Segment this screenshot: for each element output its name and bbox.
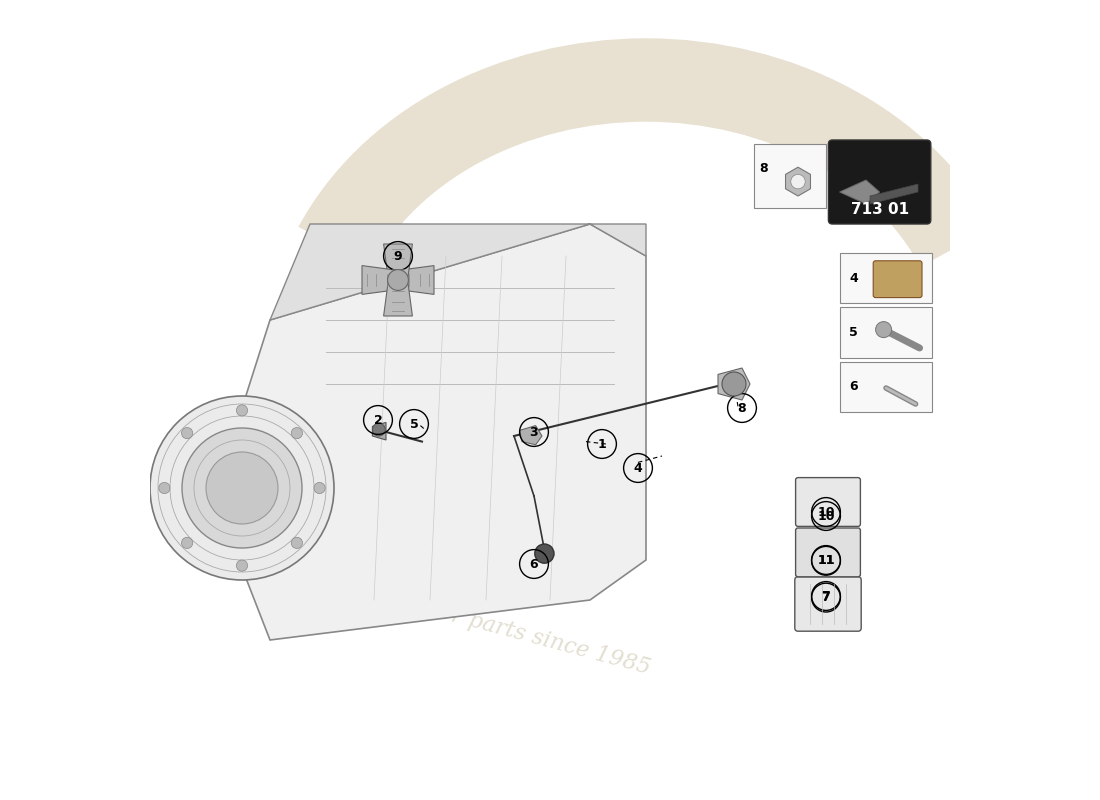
- Circle shape: [535, 544, 554, 563]
- Circle shape: [182, 428, 302, 548]
- Polygon shape: [839, 180, 880, 204]
- Circle shape: [387, 270, 408, 290]
- Text: a passion for parts since 1985: a passion for parts since 1985: [319, 570, 653, 678]
- Circle shape: [236, 405, 248, 416]
- Circle shape: [876, 322, 892, 338]
- Polygon shape: [718, 368, 750, 400]
- Circle shape: [292, 427, 302, 438]
- Text: 11: 11: [817, 554, 835, 567]
- Text: 9: 9: [394, 250, 403, 262]
- Circle shape: [236, 560, 248, 571]
- Text: 1: 1: [597, 438, 606, 450]
- Text: 4: 4: [849, 271, 858, 285]
- Circle shape: [182, 538, 192, 549]
- FancyBboxPatch shape: [795, 577, 861, 631]
- Polygon shape: [373, 422, 386, 440]
- Circle shape: [206, 452, 278, 524]
- Circle shape: [158, 482, 170, 494]
- Text: 10: 10: [817, 510, 835, 522]
- Text: 10: 10: [817, 506, 835, 518]
- Text: 6: 6: [530, 558, 538, 570]
- Polygon shape: [214, 224, 646, 640]
- Text: 8: 8: [738, 402, 746, 414]
- Bar: [839, 362, 932, 412]
- Text: 5: 5: [849, 326, 858, 339]
- Text: 4: 4: [634, 462, 642, 474]
- Circle shape: [791, 174, 805, 189]
- Polygon shape: [870, 184, 918, 204]
- Text: 7: 7: [822, 590, 830, 602]
- Polygon shape: [362, 266, 398, 294]
- Text: 5: 5: [409, 418, 418, 430]
- Circle shape: [150, 396, 334, 580]
- Circle shape: [182, 427, 192, 438]
- Text: 713 01: 713 01: [850, 202, 909, 217]
- Bar: [839, 307, 932, 358]
- Text: 2: 2: [374, 414, 383, 426]
- Polygon shape: [270, 224, 646, 320]
- Polygon shape: [384, 244, 412, 280]
- Text: eurospares: eurospares: [156, 401, 624, 591]
- Polygon shape: [519, 426, 542, 445]
- Circle shape: [292, 538, 302, 549]
- Text: 7: 7: [822, 591, 830, 604]
- FancyBboxPatch shape: [873, 261, 922, 298]
- Circle shape: [314, 482, 326, 494]
- Text: 6: 6: [849, 380, 858, 394]
- FancyBboxPatch shape: [795, 528, 860, 577]
- Circle shape: [373, 423, 385, 436]
- Bar: [839, 253, 932, 303]
- Bar: [754, 144, 826, 208]
- Text: 11: 11: [817, 554, 835, 566]
- Text: 3: 3: [530, 426, 538, 438]
- Text: 8: 8: [760, 162, 768, 174]
- Polygon shape: [384, 280, 412, 316]
- FancyBboxPatch shape: [828, 140, 931, 224]
- Polygon shape: [398, 266, 434, 294]
- Circle shape: [722, 372, 746, 396]
- FancyBboxPatch shape: [795, 478, 860, 526]
